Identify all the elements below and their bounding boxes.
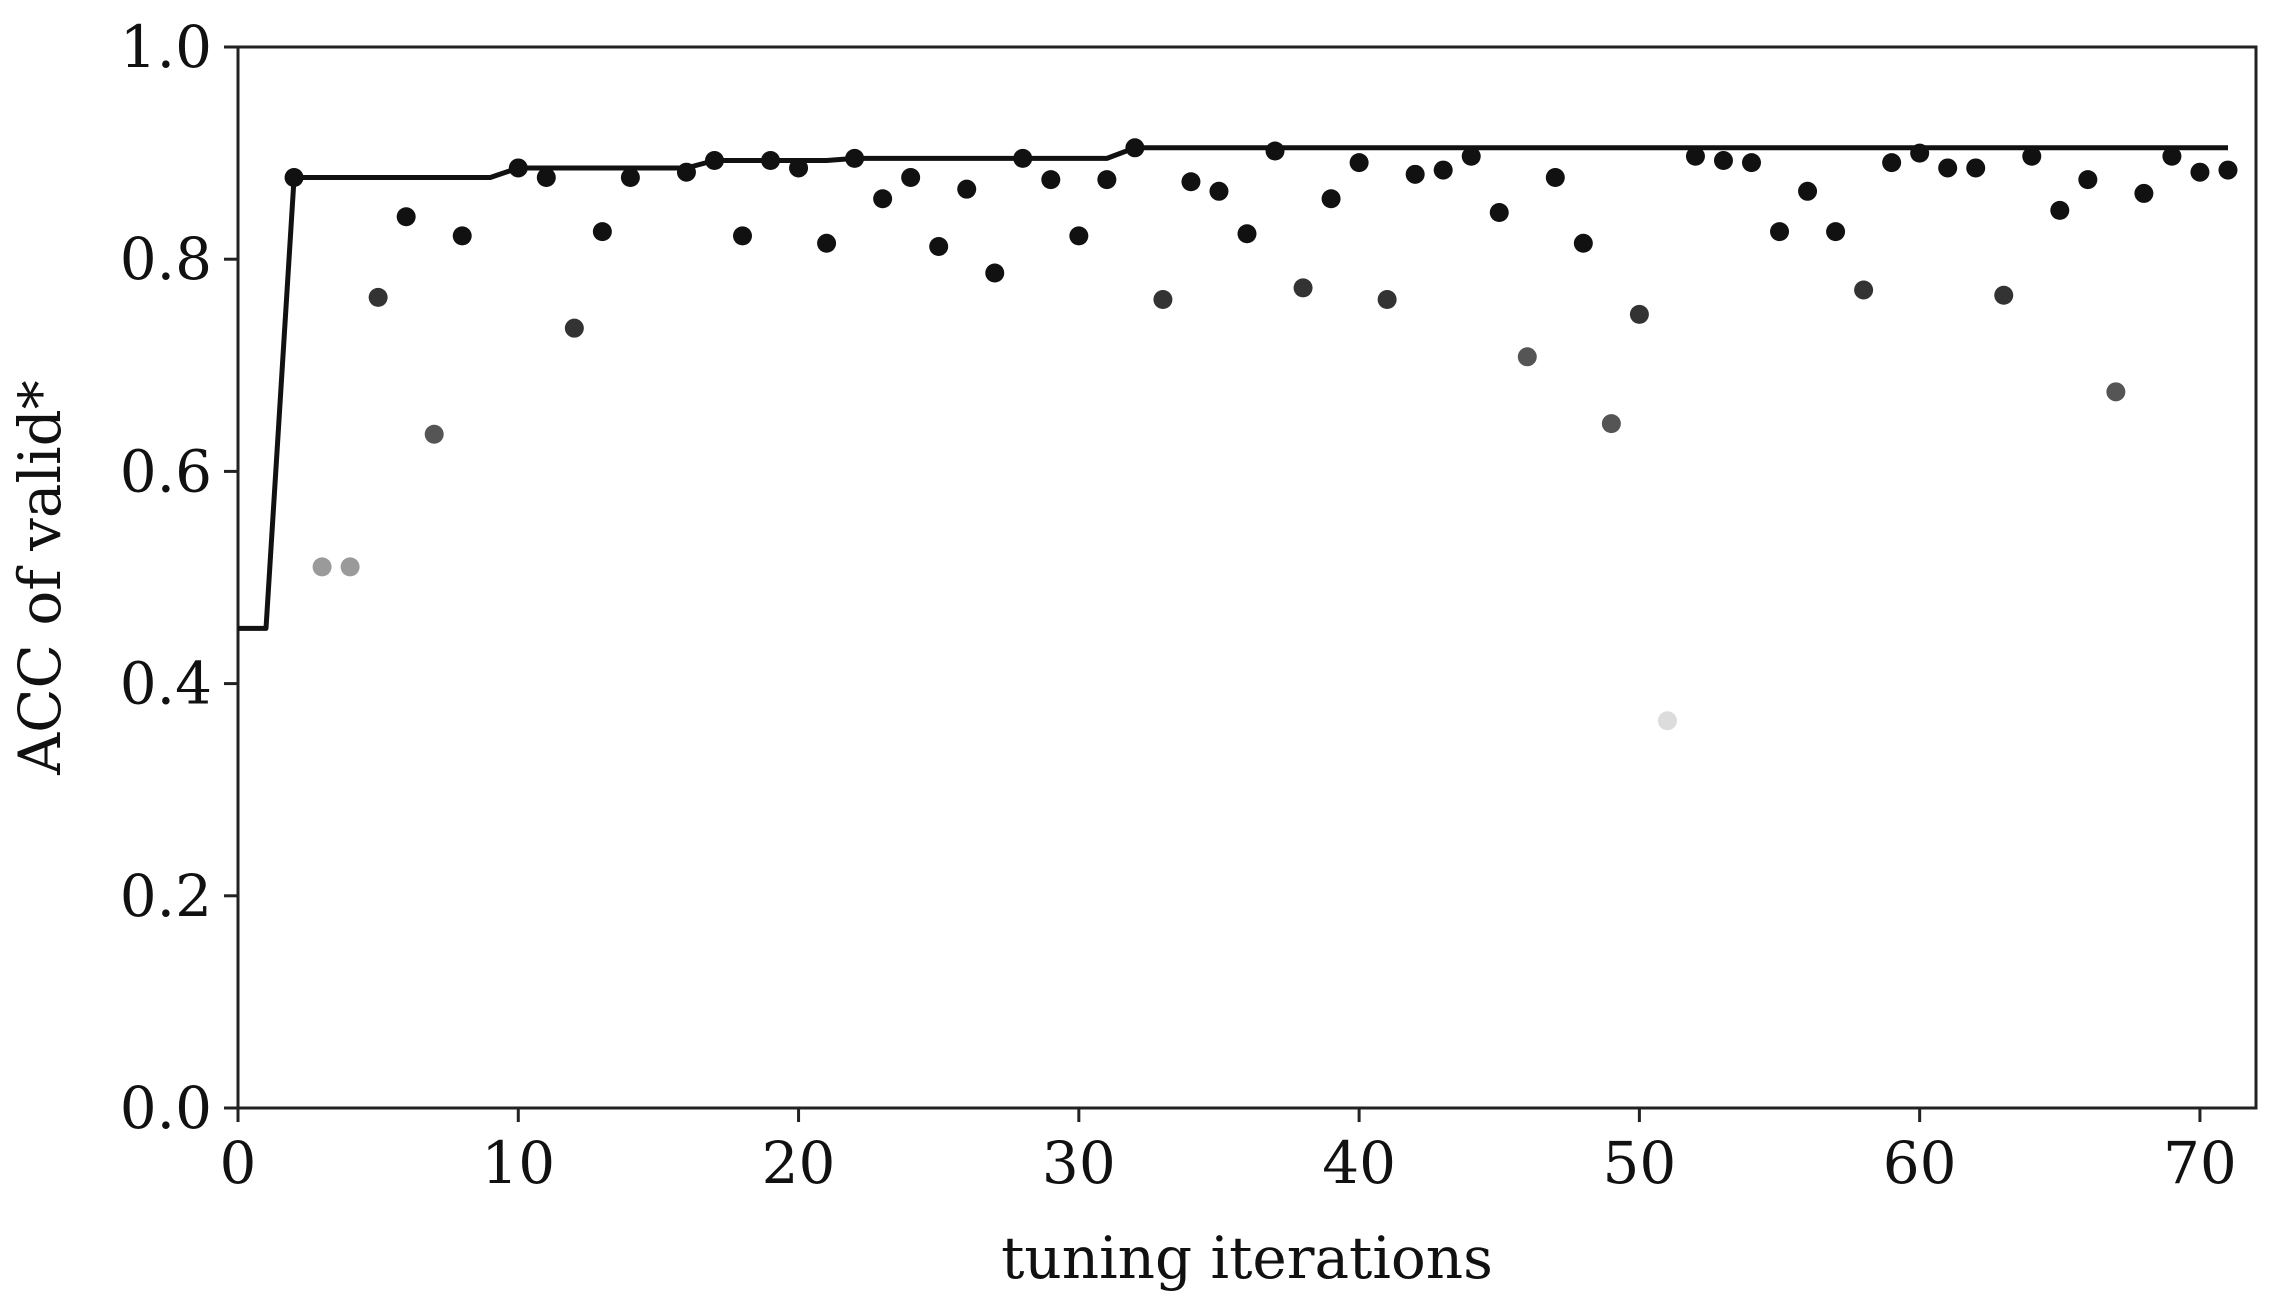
trial-point xyxy=(396,207,416,227)
trial-point xyxy=(2050,200,2070,220)
x-tick-label: 10 xyxy=(481,1129,555,1197)
trial-point xyxy=(620,168,640,188)
trial-point xyxy=(789,158,809,178)
plot-frame xyxy=(236,45,2258,1110)
trial-point xyxy=(901,168,921,188)
best-accuracy-line xyxy=(238,145,2228,631)
trial-point xyxy=(1181,172,1201,192)
trial-point xyxy=(2134,183,2154,203)
trial-point xyxy=(592,222,612,242)
trial-point xyxy=(929,236,949,256)
trial-point xyxy=(2218,160,2238,180)
trial-point xyxy=(1377,290,1397,310)
x-tick-label: 50 xyxy=(1602,1129,1676,1197)
y-tick-label: 0.2 xyxy=(120,862,212,930)
x-tick-label: 60 xyxy=(1883,1129,1957,1197)
trial-point xyxy=(1405,164,1425,184)
y-tick-label: 0.0 xyxy=(120,1074,212,1142)
trial-point xyxy=(957,179,977,199)
trial-point xyxy=(873,189,893,209)
x-tick-label: 0 xyxy=(220,1129,257,1197)
trial-point xyxy=(1713,151,1733,171)
trial-point xyxy=(424,424,444,444)
trial-point xyxy=(2162,146,2182,166)
trial-point xyxy=(1209,181,1229,201)
trial-point xyxy=(1854,280,1874,300)
x-tick-label: 20 xyxy=(762,1129,836,1197)
trial-point xyxy=(1601,414,1621,434)
trial-point xyxy=(508,158,528,178)
x-axis-ticks: 0 10 20 30 40 50 60 70 xyxy=(220,1108,2237,1197)
trial-point xyxy=(284,168,304,188)
trial-point xyxy=(1770,222,1790,242)
trial-point xyxy=(1293,278,1313,298)
x-tick-label: 70 xyxy=(2163,1129,2237,1197)
trial-point xyxy=(1265,141,1285,161)
trial-point xyxy=(1938,158,1958,178)
trial-point xyxy=(1742,153,1761,173)
trial-point xyxy=(1237,224,1257,244)
trial-point xyxy=(2078,170,2098,190)
trial-point xyxy=(1798,181,1818,201)
trial-point xyxy=(312,557,332,577)
trial-point xyxy=(733,226,752,246)
trial-point xyxy=(1349,153,1369,173)
trial-point xyxy=(536,168,556,188)
y-tick-label: 0.8 xyxy=(120,225,212,293)
trial-point xyxy=(1069,226,1089,246)
trial-point xyxy=(845,148,865,168)
y-tick-label: 1.0 xyxy=(120,13,212,81)
trial-point xyxy=(368,287,388,307)
trial-point xyxy=(704,151,724,171)
trial-point xyxy=(761,151,781,171)
trial-point xyxy=(1629,304,1649,324)
x-axis-title: tuning iterations xyxy=(1001,1224,1493,1292)
trial-point xyxy=(1097,170,1117,190)
trial-point xyxy=(676,162,696,182)
trial-point xyxy=(1966,158,1986,178)
trial-point xyxy=(1882,153,1902,173)
x-tick-label: 30 xyxy=(1042,1129,1116,1197)
trial-point xyxy=(2106,382,2126,402)
trial-point xyxy=(1461,146,1481,166)
trial-point xyxy=(2190,162,2210,182)
y-axis-ticks: 0.0 0.2 0.4 0.6 0.8 1.0 xyxy=(120,13,238,1142)
trial-point xyxy=(1041,170,1061,190)
trial-point xyxy=(452,226,472,246)
trial-point xyxy=(1013,148,1033,168)
trial-point xyxy=(1321,189,1341,209)
y-tick-label: 0.4 xyxy=(120,650,212,718)
trial-point xyxy=(1573,233,1593,253)
plot-border xyxy=(236,45,2258,1110)
trial-point xyxy=(1685,146,1705,166)
trial-point xyxy=(1489,203,1509,223)
y-tick-label: 0.6 xyxy=(120,437,212,505)
trial-point xyxy=(1657,711,1677,731)
trial-point xyxy=(1994,285,2014,305)
trial-point xyxy=(1153,290,1173,310)
trial-point xyxy=(1545,168,1565,188)
trial-point xyxy=(1826,222,1846,242)
x-tick-label: 40 xyxy=(1322,1129,1396,1197)
trial-point xyxy=(817,233,837,253)
best-accuracy-series xyxy=(238,145,2228,631)
y-axis-title: ACC of valid* xyxy=(6,380,74,775)
trial-point xyxy=(564,318,584,338)
trial-point xyxy=(1125,138,1145,158)
trial-point xyxy=(340,557,360,577)
trial-point xyxy=(1517,347,1537,367)
trial-points-series xyxy=(284,138,2238,731)
trial-point xyxy=(1433,160,1453,180)
trial-point xyxy=(985,263,1005,283)
trial-point xyxy=(1910,143,1930,163)
trial-point xyxy=(2022,146,2042,166)
